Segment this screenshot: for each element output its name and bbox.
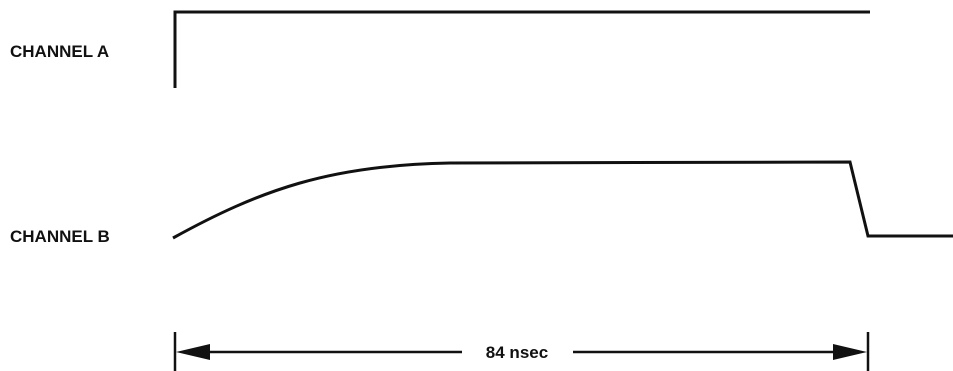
channel-b-waveform [172,160,953,240]
duration-dimension: 84 nsec [173,332,870,371]
left-arrow-icon [176,344,210,360]
channel-a-waveform [173,10,870,88]
right-arrow-icon [833,344,867,360]
channel-b-group: CHANNEL B [10,160,953,246]
channel-a-label: CHANNEL A [10,42,109,61]
channel-b-label: CHANNEL B [10,227,110,246]
duration-label: 84 nsec [486,343,548,362]
channel-a-group: CHANNEL A [10,10,870,88]
